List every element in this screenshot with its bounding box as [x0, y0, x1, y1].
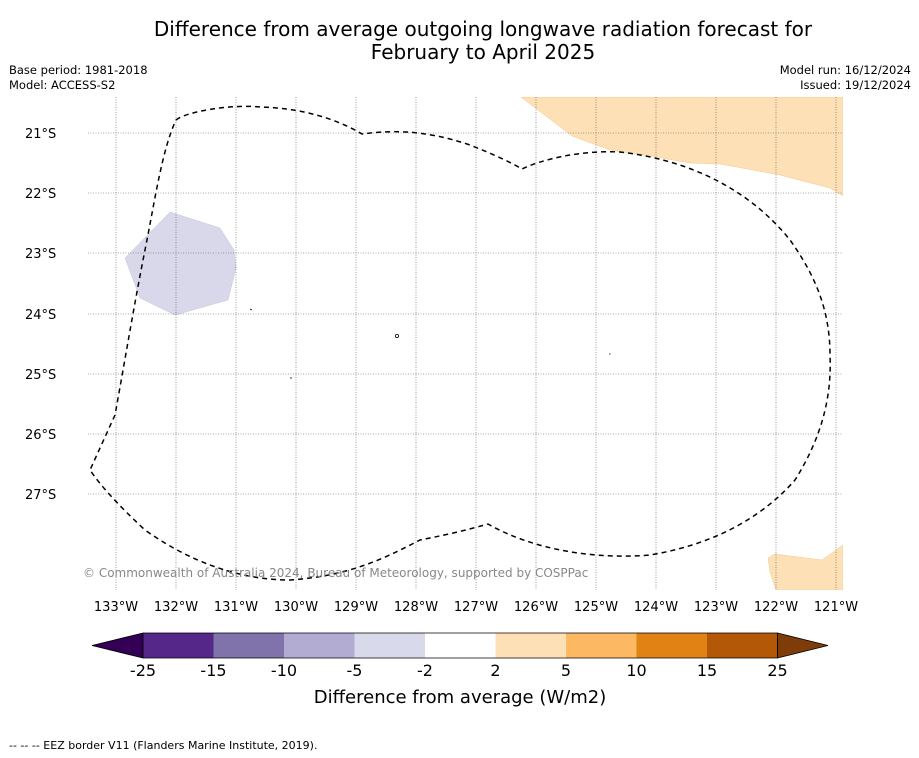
colorbar-tick: 10 — [626, 661, 646, 680]
lon-label: 127°W — [454, 600, 498, 615]
lat-label: 22°S — [25, 187, 56, 202]
lat-label: 25°S — [25, 368, 56, 383]
colorbar-swatch — [707, 633, 778, 658]
colorbar-tick: -15 — [200, 661, 226, 680]
map-area — [88, 97, 843, 590]
colorbar-max-extension — [777, 632, 829, 659]
latitude-labels: 21°S 22°S 23°S 24°S 25°S 26°S 27°S — [25, 127, 56, 503]
colorbar-ticks: -25 -15 -10 -5 -2 2 5 10 15 25 — [130, 661, 788, 680]
meta-left: Base period: 1981-2018 Model: ACCESS-S2 — [9, 63, 148, 93]
colorbar-swatch — [354, 633, 425, 658]
positive-anomaly-region-north — [520, 97, 843, 197]
positive-anomaly-region-south — [767, 544, 843, 590]
lon-label: 131°W — [214, 600, 258, 615]
colorbar: -25 -15 -10 -5 -2 2 5 10 15 25 Differenc… — [91, 632, 829, 708]
base-period: Base period: 1981-2018 — [9, 63, 148, 77]
issued-date: Issued: 19/12/2024 — [800, 78, 911, 92]
map-frame — [88, 97, 843, 590]
colorbar-tick: -10 — [271, 661, 297, 680]
model-name: Model: ACCESS-S2 — [9, 78, 116, 92]
model-run: Model run: 16/12/2024 — [779, 63, 911, 77]
lon-label: 132°W — [154, 600, 198, 615]
eez-legend-note: -- -- -- EEZ border V11 (Flanders Marine… — [9, 739, 318, 752]
lon-label: 130°W — [274, 600, 318, 615]
colorbar-min-extension — [91, 632, 144, 659]
colorbar-tick: 15 — [697, 661, 717, 680]
lat-label: 24°S — [25, 308, 56, 323]
lat-label: 26°S — [25, 428, 56, 443]
negative-anomaly-region — [124, 211, 237, 316]
lon-label: 128°W — [394, 600, 438, 615]
colorbar-tick: 2 — [490, 661, 500, 680]
lat-label: 21°S — [25, 127, 56, 142]
colorbar-swatch — [213, 633, 284, 658]
title-line-2: February to April 2025 — [370, 40, 596, 64]
title-line-1: Difference from average outgoing longwav… — [153, 17, 813, 41]
eez-border — [89, 105, 831, 581]
colorbar-swatch — [566, 633, 637, 658]
colorbar-tick: -25 — [130, 661, 156, 680]
colorbar-tick: -2 — [417, 661, 433, 680]
lon-label: 124°W — [634, 600, 678, 615]
colorbar-tick: 25 — [767, 661, 787, 680]
map-title: Difference from average outgoing longwav… — [0, 18, 919, 64]
lat-label: 27°S — [25, 488, 56, 503]
lon-label: 121°W — [814, 600, 858, 615]
lat-label: 23°S — [25, 247, 56, 262]
copyright-text: © Commonwealth of Australia 2024, Bureau… — [83, 566, 588, 580]
colorbar-swatch — [636, 633, 707, 658]
colorbar-swatch — [425, 633, 496, 658]
colorbar-swatch — [284, 633, 355, 658]
longitude-labels: 133°W 132°W 131°W 130°W 129°W 128°W 127°… — [94, 600, 858, 615]
colorbar-swatch — [143, 633, 214, 658]
gridlines — [88, 97, 843, 590]
small-islands — [249, 308, 611, 379]
colorbar-swatch — [495, 633, 566, 658]
meta-right: Model run: 16/12/2024 Issued: 19/12/2024 — [780, 63, 911, 93]
lon-label: 133°W — [94, 600, 138, 615]
colorbar-tick: -5 — [347, 661, 363, 680]
lon-label: 126°W — [514, 600, 558, 615]
lon-label: 122°W — [754, 600, 798, 615]
colorbar-label: Difference from average (W/m2) — [314, 687, 606, 708]
lon-label: 123°W — [694, 600, 738, 615]
lon-label: 125°W — [574, 600, 618, 615]
lon-label: 129°W — [334, 600, 378, 615]
colorbar-tick: 5 — [561, 661, 571, 680]
